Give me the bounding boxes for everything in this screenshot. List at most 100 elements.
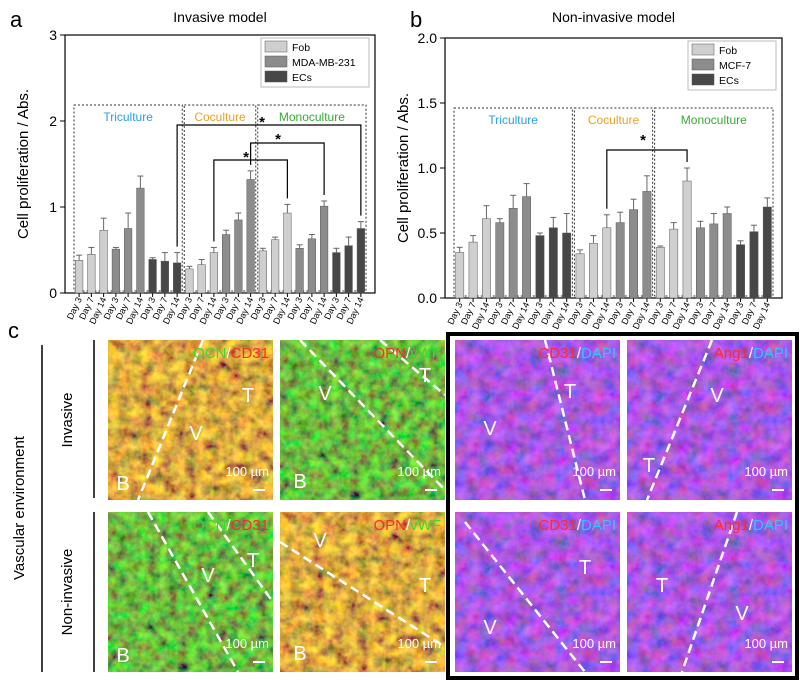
plot-frame [64, 34, 376, 294]
region-label: V [201, 565, 215, 587]
bar [246, 179, 255, 294]
bar [522, 196, 531, 299]
group-label: Triculture [488, 113, 538, 127]
bar [320, 205, 329, 294]
y-tick-label: 3 [49, 27, 57, 43]
stain-part: DAPI [581, 517, 616, 534]
bar [222, 234, 231, 294]
region-label: B [293, 471, 306, 493]
bar [75, 260, 84, 294]
bar [160, 260, 169, 294]
stain-part: CD31 [538, 517, 576, 534]
region-label: V [189, 423, 203, 445]
micrograph-image [108, 512, 273, 672]
bar [173, 262, 182, 294]
row-label: Non-invasive [59, 549, 76, 636]
region-label: T [656, 575, 668, 597]
stain-part: Ang1 [714, 345, 749, 362]
bar [548, 227, 558, 299]
bar [87, 254, 96, 294]
y-tick-label: 1.0 [418, 160, 438, 176]
bar [562, 232, 572, 299]
boundary-line [645, 339, 714, 501]
region-label: V [483, 418, 497, 440]
region-label: V [318, 383, 332, 405]
boundary-line [146, 511, 240, 673]
significance-bracket [606, 149, 688, 209]
micrograph-image [455, 512, 620, 672]
y-tick-label: 0.5 [418, 225, 438, 241]
stain-part: OPN [373, 517, 406, 534]
boundary-line [279, 540, 446, 649]
region-label: T [579, 557, 591, 579]
stain-label: Ang1/DAPI [714, 345, 788, 362]
boundary-line [136, 339, 205, 501]
group-label: Triculture [103, 110, 153, 124]
bar [682, 180, 692, 299]
scale-bar-label: 100 µm [397, 636, 441, 651]
bar [197, 264, 206, 294]
y-tick-label: 1 [49, 199, 57, 215]
boundary-line [299, 339, 446, 491]
micrograph: CD31/DAPI T V 100 µm [455, 512, 620, 673]
stain-part: / [749, 345, 754, 362]
y-tick-label: 1.5 [418, 95, 438, 111]
micrograph: OCN/CD31 B V T 100 µm [108, 511, 275, 673]
group-label: Coculture [194, 110, 246, 124]
region-label: V [710, 385, 724, 407]
region-label: T [643, 455, 655, 477]
group-box [183, 104, 257, 292]
panel-label: a [10, 7, 23, 32]
region-label: T [419, 575, 431, 597]
significance-label: * [259, 114, 265, 131]
scale-bar-label: 100 µm [225, 464, 269, 479]
region-label: V [735, 603, 749, 625]
significance-bracket [176, 124, 362, 247]
stain-label: OPN/vWF [373, 345, 441, 362]
group-box [573, 107, 654, 297]
y-tick-label: 2 [49, 113, 57, 129]
scale-bar-label: 100 µm [744, 464, 788, 479]
legend-label: ECs [719, 75, 739, 87]
boundary-line [206, 511, 275, 603]
bar [283, 212, 292, 294]
region-label: T [419, 365, 431, 387]
stain-part: / [406, 345, 411, 362]
stain-part: DAPI [753, 345, 788, 362]
stain-label: CD31/DAPI [538, 345, 616, 362]
stain-part: OCN [193, 517, 226, 534]
panel-label: c [8, 318, 19, 343]
bar [575, 253, 585, 299]
stain-part: / [226, 517, 231, 534]
row-label: Invasive [59, 392, 76, 447]
stain-part: / [749, 517, 754, 534]
legend-swatch [691, 43, 715, 56]
bar [535, 235, 545, 299]
significance-bracket [250, 142, 325, 195]
y-tick-label: 2.0 [418, 30, 438, 46]
region-label: T [247, 550, 259, 572]
stain-part: CD31 [231, 517, 269, 534]
region-label: B [116, 473, 129, 495]
stain-label: Ang1/DAPI [714, 517, 788, 534]
micrograph: OCN/CD31 B V T 100 µm [108, 339, 273, 501]
bar [615, 222, 625, 299]
stain-part: vWF [410, 517, 441, 534]
scale-bar-label: 100 µm [225, 636, 269, 651]
stain-part: / [577, 517, 582, 534]
legend-swatch [691, 73, 715, 86]
bar [258, 250, 267, 294]
bar [185, 268, 194, 294]
micrograph: OPN/vWF V T B 100 µm [279, 512, 446, 672]
stain-part: vWF [410, 345, 441, 362]
scale-bar-label: 100 µm [572, 636, 616, 651]
region-label: V [313, 530, 327, 552]
region-label: T [564, 381, 576, 403]
legend-label: ECs [292, 72, 312, 84]
micrograph-image [280, 340, 445, 500]
bar [482, 218, 491, 299]
bar [136, 187, 145, 294]
bar [642, 191, 652, 299]
